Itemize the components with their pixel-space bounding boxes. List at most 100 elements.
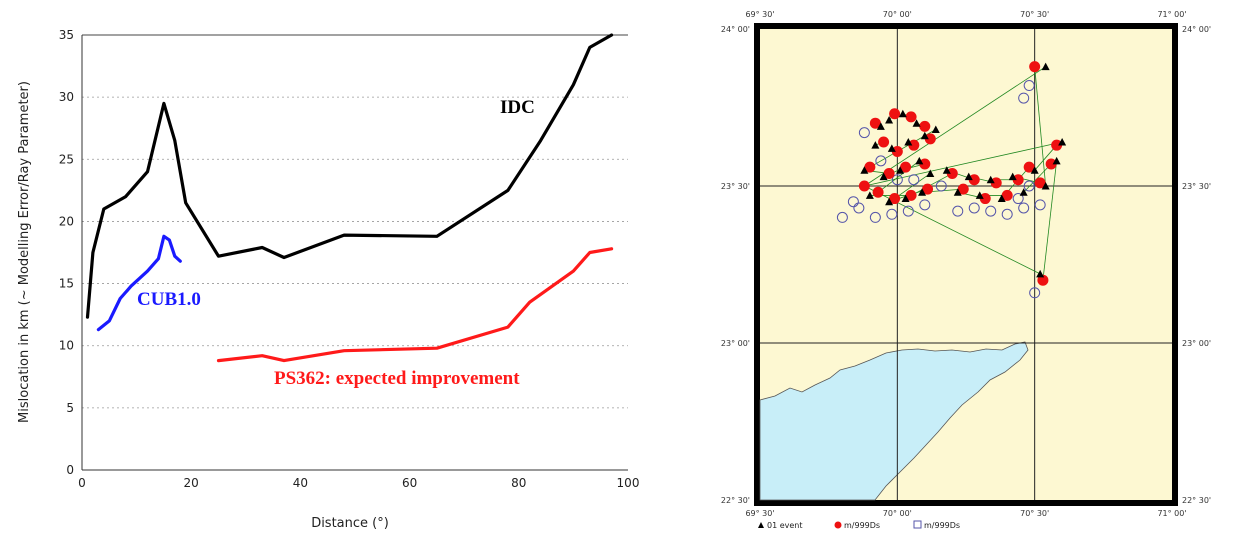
- map-y-tick-left-3: 22° 30': [721, 496, 750, 505]
- open-marker: [1018, 92, 1030, 104]
- mislocation-vector: [1034, 144, 1057, 171]
- open-marker: [886, 208, 898, 220]
- x-tick-0: 0: [78, 476, 86, 490]
- relocated-marker: [1037, 274, 1049, 286]
- open-marker: [908, 174, 920, 186]
- open-marker: [919, 199, 931, 211]
- relocated-marker: [979, 193, 991, 205]
- relocated-marker: [869, 117, 881, 129]
- relocated-marker: [858, 180, 870, 192]
- event-marker: [912, 119, 921, 127]
- legend-relocated-label: m/999Ds: [844, 521, 880, 530]
- chart-series: [85, 33, 614, 363]
- relocated-marker: [878, 136, 890, 148]
- relocated-marker: [924, 133, 936, 145]
- map-x-tick-labels: 69° 30' 69° 30' 70° 00' 70° 00' 70° 30' 70° 3…: [745, 10, 1186, 518]
- chart-gridlines: [82, 34, 628, 409]
- y-tick-5: 5: [66, 401, 74, 415]
- relocated-marker: [889, 108, 901, 120]
- map-x-tick-top-0: 69° 30': [745, 10, 774, 19]
- open-marker: [1023, 180, 1035, 192]
- y-tick-labels: 0 5 10 15 20 25 30 35: [59, 28, 74, 477]
- map-x-tick-bottom-2: 70° 30': [1020, 509, 1049, 518]
- map-y-tick-right-0: 24° 00': [1182, 25, 1211, 34]
- event-marker: [975, 191, 984, 199]
- event-marker: [860, 166, 869, 174]
- map-y-tick-left-1: 23° 30': [721, 182, 750, 191]
- x-tick-labels: 0 20 40 60 80 100: [78, 476, 639, 490]
- event-marker: [918, 188, 927, 196]
- open-marker: [935, 180, 947, 192]
- relocated-marker: [1012, 174, 1024, 186]
- open-marker: [952, 205, 964, 217]
- event-marker: [865, 191, 874, 199]
- x-tick-100: 100: [617, 476, 640, 490]
- map-legend: 01 event m/999Ds m/999Ds: [758, 520, 960, 530]
- y-tick-15: 15: [59, 277, 74, 291]
- event-marker: [871, 141, 880, 149]
- open-marker: [875, 155, 887, 167]
- event-marker: [1036, 269, 1045, 278]
- legend-open-marker: [913, 520, 922, 529]
- series-label-idc: IDC: [500, 97, 535, 118]
- event-marker: [1030, 166, 1039, 174]
- event-marker: [920, 131, 929, 140]
- open-marker: [858, 127, 870, 139]
- map-points: [836, 61, 1067, 299]
- relocated-marker: [1023, 161, 1035, 173]
- open-marker: [1018, 202, 1030, 214]
- relocated-marker: [946, 167, 958, 179]
- open-marker: [853, 202, 865, 214]
- event-marker: [904, 138, 913, 146]
- event-marker: [953, 188, 962, 196]
- relocated-marker: [1051, 139, 1063, 151]
- event-marker: [1019, 188, 1028, 196]
- open-marker: [869, 211, 881, 223]
- relocated-marker: [957, 183, 969, 195]
- series-line-1: [96, 234, 182, 332]
- relocated-marker: [990, 177, 1002, 189]
- relocated-marker: [872, 186, 884, 198]
- relocated-marker: [864, 161, 876, 173]
- event-marker: [885, 116, 894, 124]
- event-marker: [876, 122, 885, 130]
- map-y-tick-left-2: 23° 00': [721, 339, 750, 348]
- map-x-tick-top-2: 70° 30': [1020, 10, 1049, 19]
- event-marker: [901, 194, 910, 203]
- x-tick-60: 60: [402, 476, 417, 490]
- x-tick-40: 40: [293, 476, 308, 490]
- event-marker: [931, 125, 940, 133]
- relocated-marker: [968, 174, 980, 186]
- relocated-marker: [919, 120, 931, 132]
- event-marker: [1008, 172, 1017, 181]
- event-marker: [1058, 138, 1067, 146]
- x-axis-label: Distance (°): [311, 516, 389, 531]
- series-label-cub: CUB1.0: [137, 289, 201, 310]
- event-marker: [915, 156, 924, 165]
- event-marker: [1041, 62, 1050, 71]
- open-marker: [968, 202, 980, 214]
- series-label-ps362: PS362: expected improvement: [274, 368, 520, 389]
- open-marker: [847, 196, 859, 208]
- y-tick-30: 30: [59, 90, 74, 104]
- map-x-tick-bottom-1: 70° 00': [883, 509, 912, 518]
- series-line-2: [216, 247, 614, 363]
- series-line-0: [85, 33, 614, 319]
- mislocation-vector: [864, 141, 1063, 187]
- x-tick-80: 80: [511, 476, 526, 490]
- relocated-marker: [891, 145, 903, 157]
- map-x-tick-top-1: 70° 00': [883, 10, 912, 19]
- map-sea: [759, 341, 1029, 501]
- relocated-marker: [908, 139, 920, 151]
- relocated-marker: [1001, 189, 1013, 201]
- mislocation-vector: [864, 66, 1046, 187]
- map-x-tick-bottom-3: 71° 00': [1157, 509, 1186, 518]
- relocated-marker: [900, 161, 912, 173]
- mislocation-chart: 0 20 40 60 80 100 0 5 10 15 20 25 30 35 IDC CUB1.0 P…: [17, 28, 639, 531]
- open-marker: [891, 174, 903, 186]
- x-tick-20: 20: [184, 476, 199, 490]
- open-marker: [1029, 287, 1041, 299]
- relocated-marker: [905, 189, 917, 201]
- map-y-tick-labels: 24° 00' 24° 00' 23° 30' 23° 30' 23° 00' 23° 0…: [721, 25, 1211, 505]
- map-y-tick-right-1: 23° 30': [1182, 182, 1211, 191]
